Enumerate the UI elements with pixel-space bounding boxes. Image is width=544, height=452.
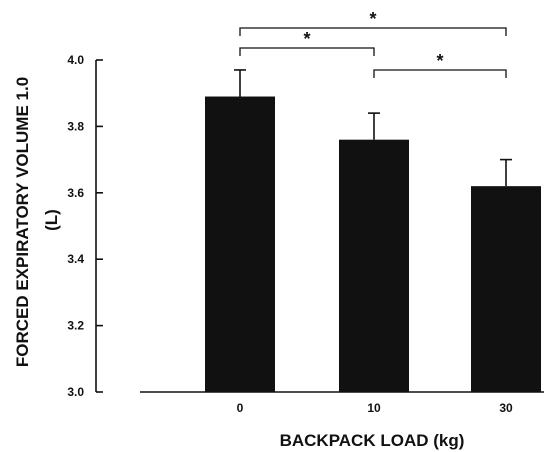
y-tick-label: 3.8	[67, 119, 84, 133]
y-tick-label: 4.0	[67, 53, 84, 67]
bar-10	[339, 139, 409, 392]
y-axis: 3.0 3.2 3.4 3.6 3.8 4.0	[67, 53, 103, 399]
bar-0	[205, 96, 275, 393]
x-tick-label: 30	[499, 401, 513, 415]
y-axis-unit: (L)	[42, 209, 61, 231]
y-tick-label: 3.4	[67, 252, 84, 266]
significance-star: *	[369, 9, 376, 29]
significance-bracket	[239, 27, 507, 36]
significance-star: *	[436, 51, 443, 71]
significance-bracket	[373, 69, 507, 78]
x-tick-label: 0	[237, 401, 244, 415]
x-axis: 0 10 30	[140, 391, 544, 415]
x-tick-label: 10	[367, 401, 381, 415]
y-tick-label: 3.2	[67, 319, 84, 333]
y-tick-label: 3.6	[67, 186, 84, 200]
y-axis-title: FORCED EXPIRATORY VOLUME 1.0	[13, 77, 32, 367]
y-tick-label: 3.0	[67, 385, 84, 399]
bar-30	[471, 186, 541, 392]
x-axis-title: BACKPACK LOAD (kg)	[280, 431, 465, 450]
error-bars	[234, 69, 512, 187]
significance-star: *	[303, 29, 310, 49]
bars	[205, 96, 541, 393]
significance-bracket	[239, 47, 375, 56]
significance-brackets: * * *	[239, 9, 507, 78]
